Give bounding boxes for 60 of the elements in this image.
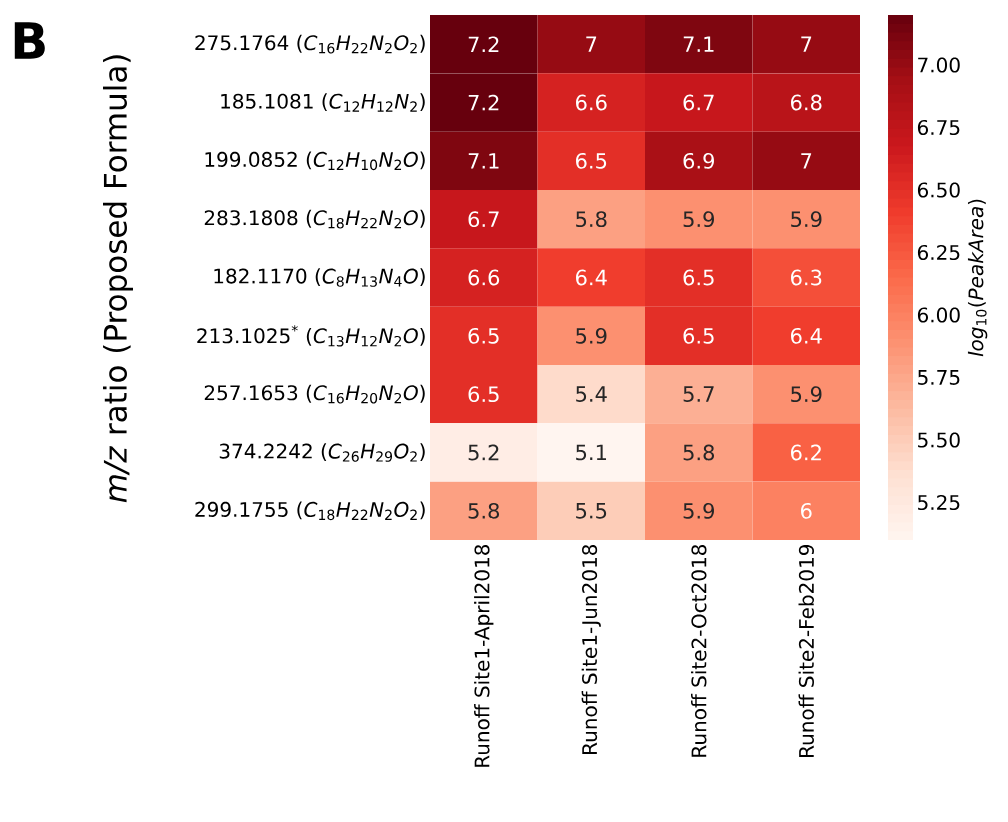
data-label: 7 [801,36,812,52]
data-label: 5.9 [791,386,822,403]
y-tick-label: 185.1081 (C$_{12}$H$_{12}$N$_{2}$) [221,93,425,112]
data-label: 6 [801,502,812,519]
color-bar-label: 5.25 [918,494,960,511]
color-bar-title: log$_{10}$(PeakArea) [967,199,988,357]
data-label: 6.7 [683,94,714,111]
data-label: 7 [801,153,812,169]
data-label: 7.2 [468,36,499,52]
data-label: 6.6 [576,94,607,111]
text: B [14,22,45,59]
category-label: 213.1025$^{*}$ (C$_{13}$H$_{12}$N$_{2}$O) [197,325,425,347]
data-label: 6.9 [683,152,714,169]
data-label: 5.8 [576,211,607,228]
data-label: 7.1 [683,36,714,52]
data-label: 7 [586,36,597,52]
data-label: 7.2 [468,94,499,111]
data-label: 5.8 [683,444,715,461]
data-label: 6.6 [468,269,500,286]
color-bar-label: 6.75 [917,119,960,136]
data-label: 6.5 [576,152,607,169]
data-label: 6.8 [791,94,822,111]
color-bar-label: 6.25 [917,244,960,261]
data-label: 6.5 [468,327,499,344]
category-label: 283.1808 (C$_{18}$H$_{22}$N$_{2}$O) [204,209,425,229]
data-label: 5.9 [576,327,607,344]
data-label: 6.7 [468,211,499,228]
data-label: 5.5 [576,503,607,519]
data-label: 6.5 [683,327,714,344]
data-label: 6.2 [791,444,821,461]
data-label: 6.5 [683,269,714,286]
data-label: 5.9 [683,502,714,519]
data-label: 5.4 [576,386,607,402]
y-tick-label: 374.2242 (C$_{26}$H$_{29}$O$_{2}$) [219,443,425,462]
category-label: 199.0852 (C$_{12}$H$_{10}$N$_{2}$O) [205,151,425,171]
y-axis-title: m/z ratio (Proposed Formula) [103,55,133,503]
data-label: 5.8 [468,502,500,519]
data-label: 6.5 [468,386,499,403]
x-tick-label: Runoff Site1-April2018 [474,544,494,767]
x-tick-label: Runoff Site2-Oct2018 [691,544,707,757]
category-label: 275.1764 (C$_{16}$H$_{22}$N$_{2}$O$_{2}$) [195,34,425,54]
category-label: 182.1170 (C$_{8}$H$_{13}$N$_{4}$O) [214,268,425,287]
color-bar-label: 6.50 [917,182,960,198]
data-label: 5.9 [683,211,714,228]
data-label: 6.4 [791,327,822,344]
data-label: 5.7 [683,386,714,402]
category-label: 299.1755 (C$_{18}$H$_{22}$N$_{2}$O$_{2}$) [195,501,425,521]
color-bar-label: 6.00 [917,307,960,323]
category-label: 257.1653 (C$_{16}$H$_{20}$N$_{2}$O) [204,384,425,404]
data-label: 6.4 [576,269,607,286]
color-bar-label: 5.50 [918,432,960,448]
data-label: 5.9 [791,211,822,228]
color-bar-label: 5.75 [918,370,960,385]
data-label: 5.2 [468,444,499,461]
x-tick-label: Runoff Site2-Feb2019 [798,544,814,757]
data-label: 6.3 [791,269,822,286]
color-bar-label: 7.00 [918,57,960,73]
data-label: 5.1 [576,444,607,461]
x-tick-label: Runoff Site1-Jun2018 [581,544,601,754]
data-label: 7.1 [468,153,499,169]
